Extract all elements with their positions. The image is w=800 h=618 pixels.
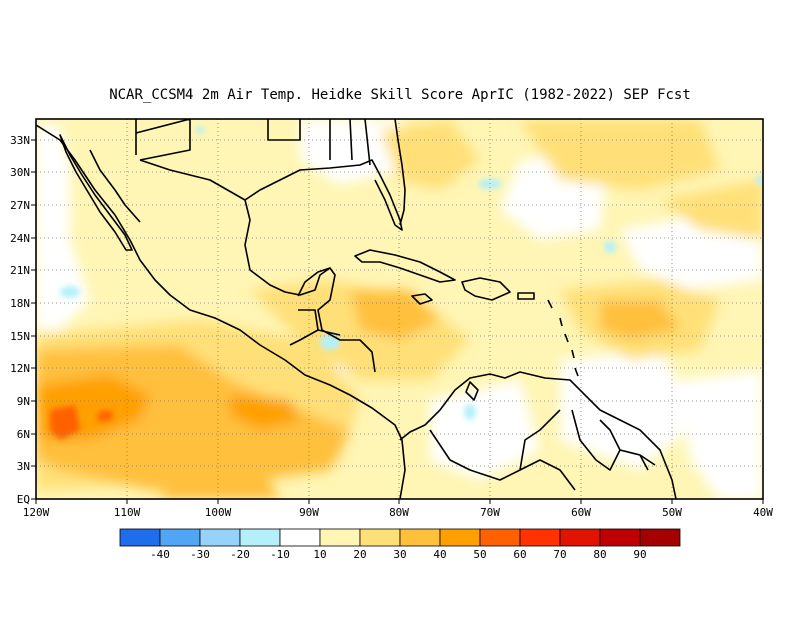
- colorbar-swatch: [239, 528, 281, 547]
- colorbar-label: 10: [313, 548, 326, 561]
- us-gulf-coast: [244, 159, 403, 231]
- colorbar-swatch: [399, 528, 441, 547]
- colorbar-swatch: [599, 528, 641, 547]
- colorbar-label: 60: [513, 548, 526, 561]
- lat-label: 24N: [10, 232, 30, 245]
- lon-label: 70W: [480, 506, 500, 519]
- colorbar-swatch: [479, 528, 521, 547]
- colorbar-label: -30: [190, 548, 210, 561]
- lat-label: 33N: [10, 134, 30, 147]
- lat-label: 21N: [10, 264, 30, 277]
- central-america-borders: [289, 309, 341, 346]
- colorbar-label: -10: [270, 548, 290, 561]
- lat-label: 15N: [10, 330, 30, 343]
- lat-label: 9N: [17, 395, 30, 408]
- us-borders: [135, 119, 371, 166]
- lat-label: 18N: [10, 297, 30, 310]
- yucatan: [297, 267, 331, 297]
- lake-maracaibo: [465, 381, 479, 401]
- lon-label: 100W: [205, 506, 232, 519]
- florida-atlantic: [394, 119, 406, 226]
- skill-score-field: [36, 119, 763, 499]
- gulf-coast: [139, 159, 376, 373]
- colorbar-swatch: [359, 528, 401, 547]
- colorbar-label: 50: [473, 548, 486, 561]
- lon-label: 40W: [753, 506, 773, 519]
- lon-label: 90W: [299, 506, 319, 519]
- lat-label: 30N: [10, 166, 30, 179]
- puerto-rico: [517, 292, 535, 300]
- south-america-borders: [429, 409, 656, 491]
- gulf-of-california-east: [89, 149, 141, 223]
- north-america-pacific-coast: [36, 124, 406, 499]
- lon-label: 50W: [662, 506, 682, 519]
- colorbar-label: 40: [433, 548, 446, 561]
- lon-label: 60W: [571, 506, 591, 519]
- colorbar-label: 90: [633, 548, 646, 561]
- jamaica: [411, 293, 433, 305]
- colorbar-label: -40: [150, 548, 170, 561]
- latitude-labels: EQ 3N 6N 9N 12N 15N 18N 21N 24N 27N 30N …: [10, 134, 30, 506]
- cuba: [354, 249, 456, 283]
- colorbar-label: 30: [393, 548, 406, 561]
- south-america-north-coast: [399, 371, 677, 499]
- colorbar-swatch: [439, 528, 481, 547]
- colorbar-swatch: [119, 528, 161, 547]
- coastlines: [36, 119, 677, 499]
- colorbar-swatch: [279, 528, 321, 547]
- axis-ticks: [31, 139, 764, 504]
- lesser-antilles: [547, 299, 579, 377]
- lat-label: 12N: [10, 362, 30, 375]
- lon-label: 110W: [114, 506, 141, 519]
- graticule: [36, 119, 763, 499]
- colorbar-swatch: [159, 528, 201, 547]
- longitude-labels: 120W 110W 100W 90W 80W 70W 60W 50W 40W: [23, 506, 774, 519]
- lat-label: 6N: [17, 428, 30, 441]
- lon-label: 120W: [23, 506, 50, 519]
- colorbar-swatch: [519, 528, 561, 547]
- map-title: NCAR_CCSM4 2m Air Temp. Heidke Skill Sco…: [109, 87, 691, 103]
- colorbar: -40 -30 -20 -10 10 20 30 40 50 60 70 80 90: [119, 528, 681, 561]
- hispaniola: [461, 277, 511, 301]
- colorbar-label: 20: [353, 548, 366, 561]
- colorbar-label: -20: [230, 548, 250, 561]
- baja-california: [59, 134, 133, 251]
- lat-label: EQ: [17, 493, 30, 506]
- colorbar-label: 70: [553, 548, 566, 561]
- colorbar-swatch: [639, 528, 681, 547]
- lat-label: 27N: [10, 199, 30, 212]
- lat-label: 3N: [17, 460, 30, 473]
- colorbar-label: 80: [593, 548, 606, 561]
- colorbar-swatch: [319, 528, 361, 547]
- colorbar-swatch: [199, 528, 241, 547]
- lon-label: 80W: [389, 506, 409, 519]
- colorbar-swatch: [559, 528, 601, 547]
